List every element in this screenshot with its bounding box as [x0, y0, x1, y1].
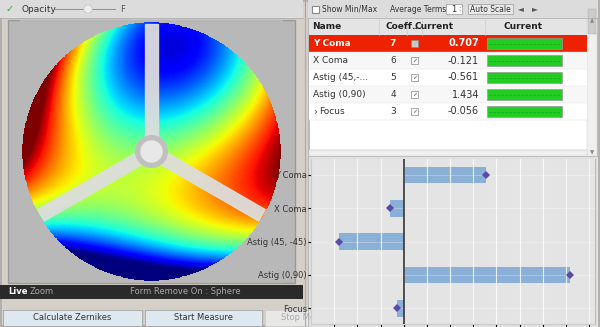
FancyBboxPatch shape: [587, 18, 597, 156]
FancyBboxPatch shape: [265, 309, 355, 325]
Bar: [404, 166, 485, 183]
FancyBboxPatch shape: [2, 309, 142, 325]
FancyBboxPatch shape: [411, 91, 418, 98]
FancyBboxPatch shape: [308, 0, 598, 18]
Text: Name: Name: [312, 22, 341, 31]
Text: ...: ...: [411, 22, 421, 31]
Text: ◄: ◄: [518, 5, 524, 13]
Text: F: F: [120, 5, 125, 13]
FancyBboxPatch shape: [309, 18, 587, 35]
Bar: [390, 200, 404, 216]
Text: ›: ›: [313, 107, 317, 116]
FancyBboxPatch shape: [309, 52, 587, 69]
Text: Zoom: Zoom: [30, 287, 54, 297]
Text: Current: Current: [503, 22, 542, 31]
Text: Astig (45,-...: Astig (45,-...: [313, 73, 368, 82]
FancyBboxPatch shape: [411, 74, 418, 81]
FancyBboxPatch shape: [309, 150, 587, 156]
Bar: [404, 267, 570, 283]
Text: Opacity: Opacity: [22, 5, 57, 13]
Text: Auto Scale: Auto Scale: [470, 5, 511, 13]
FancyBboxPatch shape: [446, 4, 462, 14]
FancyBboxPatch shape: [145, 309, 262, 325]
Text: 3: 3: [390, 107, 396, 116]
Text: :: :: [458, 6, 460, 12]
Text: ▼: ▼: [590, 150, 594, 156]
Text: ✓: ✓: [6, 4, 14, 14]
Polygon shape: [148, 146, 265, 221]
FancyBboxPatch shape: [8, 20, 295, 283]
Text: Current: Current: [415, 22, 454, 31]
FancyBboxPatch shape: [309, 86, 587, 103]
FancyBboxPatch shape: [311, 159, 595, 324]
Bar: [397, 300, 404, 317]
FancyBboxPatch shape: [487, 55, 562, 66]
Text: ✓: ✓: [412, 41, 417, 46]
Text: 0.707: 0.707: [448, 39, 479, 48]
Text: -0.561: -0.561: [448, 73, 479, 82]
FancyBboxPatch shape: [0, 0, 303, 18]
Text: Y Coma: Y Coma: [313, 39, 351, 48]
FancyBboxPatch shape: [0, 285, 303, 299]
Text: ✓: ✓: [412, 58, 417, 63]
FancyBboxPatch shape: [487, 89, 562, 100]
Text: Form Remove On : Sphere: Form Remove On : Sphere: [130, 287, 241, 297]
FancyBboxPatch shape: [487, 38, 562, 49]
Text: 7: 7: [390, 39, 396, 48]
Bar: [339, 233, 404, 250]
Text: 4: 4: [390, 90, 396, 99]
Polygon shape: [38, 146, 155, 221]
Text: -0.056: -0.056: [448, 107, 479, 116]
Text: X Coma: X Coma: [313, 56, 348, 65]
Circle shape: [141, 141, 162, 162]
FancyBboxPatch shape: [312, 6, 319, 13]
FancyBboxPatch shape: [487, 72, 562, 83]
Text: ✓: ✓: [412, 75, 417, 80]
FancyBboxPatch shape: [309, 69, 587, 86]
Text: Show Min/Max: Show Min/Max: [322, 5, 377, 13]
FancyBboxPatch shape: [309, 35, 587, 52]
FancyBboxPatch shape: [411, 108, 418, 115]
Polygon shape: [145, 24, 158, 151]
FancyBboxPatch shape: [411, 57, 418, 64]
Text: ▲: ▲: [590, 19, 594, 24]
Text: Stop Measure: Stop Measure: [281, 313, 339, 322]
Text: 5: 5: [390, 73, 396, 82]
Text: Calculate Zernikes: Calculate Zernikes: [33, 313, 111, 322]
FancyBboxPatch shape: [487, 106, 562, 117]
Text: 6: 6: [390, 56, 396, 65]
Text: ✓: ✓: [412, 92, 417, 97]
Text: -0.121: -0.121: [448, 56, 479, 65]
FancyBboxPatch shape: [309, 103, 587, 120]
Text: Start Measure: Start Measure: [173, 313, 233, 322]
FancyBboxPatch shape: [308, 0, 598, 327]
Text: Coeff: Coeff: [385, 22, 412, 31]
Text: 1: 1: [451, 5, 456, 13]
Text: ✓: ✓: [412, 109, 417, 114]
FancyBboxPatch shape: [468, 4, 513, 14]
FancyBboxPatch shape: [588, 9, 596, 34]
Text: Astig (0,90): Astig (0,90): [313, 90, 365, 99]
Circle shape: [84, 5, 92, 13]
Text: Average Terms: Average Terms: [390, 5, 446, 13]
Circle shape: [136, 136, 167, 167]
Circle shape: [85, 6, 91, 12]
FancyBboxPatch shape: [309, 18, 597, 156]
FancyBboxPatch shape: [411, 40, 418, 47]
Text: ►: ►: [532, 5, 538, 13]
Text: Live: Live: [8, 287, 28, 297]
Text: 1.434: 1.434: [452, 90, 479, 99]
Text: Focus: Focus: [319, 107, 344, 116]
